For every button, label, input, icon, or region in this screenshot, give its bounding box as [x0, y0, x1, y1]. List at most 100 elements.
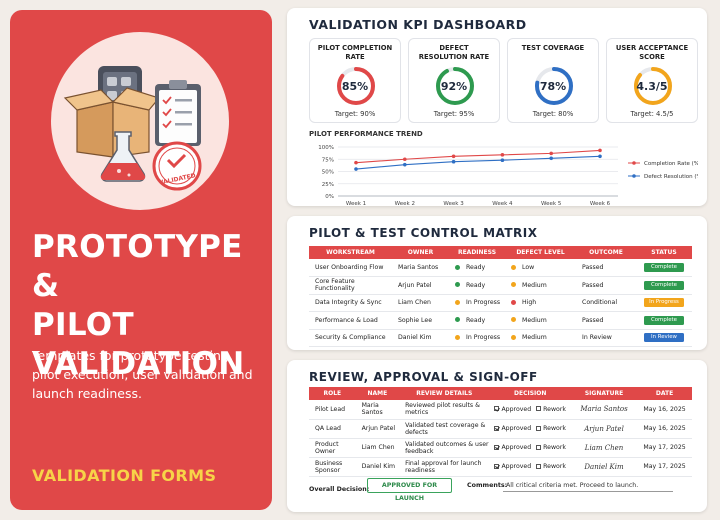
decision-cell: Approved Rework	[489, 457, 571, 477]
y-tick-label: 0%	[325, 194, 334, 200]
readiness-cell: Ready	[449, 259, 505, 277]
date-cell: May 17, 2025	[637, 457, 692, 477]
rework-option[interactable]: Rework	[536, 425, 566, 432]
data-point	[451, 159, 456, 164]
data-point	[549, 151, 553, 156]
table-row: Business Sponsor Daniel Kim Final approval…	[309, 457, 692, 477]
readiness-dot	[455, 282, 460, 288]
name-cell: Maria Santos	[355, 400, 400, 420]
trend-chart-title: PILOT PERFORMANCE TREND	[309, 130, 423, 138]
x-tick-label: Week 1	[346, 201, 366, 207]
status-badge: Complete	[644, 263, 684, 272]
readiness-label: In Progress	[466, 299, 501, 307]
approved-checkbox[interactable]	[494, 425, 500, 431]
flask-icon	[100, 131, 146, 182]
signoff-header-cell: ROLE	[309, 387, 356, 400]
owner-cell: Arjun Patel	[392, 276, 449, 295]
hero-footer-label: VALIDATION FORMS	[32, 466, 217, 485]
data-point	[403, 162, 407, 167]
hero-description: Templates for prototype testing, pilot e…	[32, 348, 253, 401]
data-point	[598, 148, 602, 153]
rework-option[interactable]: Rework	[536, 463, 566, 470]
data-point	[354, 160, 358, 165]
kpi-gauge-fill	[337, 67, 375, 105]
signoff-header-cell: REVIEW DETAILS	[399, 387, 490, 400]
defect-label: Low	[522, 264, 535, 271]
role-cell: Pilot Lead	[309, 400, 356, 420]
status-cell: Complete	[636, 311, 692, 330]
matrix-header-cell: READINESS	[449, 246, 505, 259]
data-point	[549, 156, 553, 161]
role-cell: QA Lead	[309, 419, 356, 439]
status-badge: In Review	[644, 333, 684, 343]
signature-cell: Arjun Patel	[570, 419, 638, 439]
validated-stamp-icon: VALIDATED	[152, 141, 202, 191]
owner-cell: Sophie Lee	[392, 311, 449, 330]
approved-option[interactable]: Approved	[494, 406, 531, 413]
rework-checkbox[interactable]	[536, 463, 542, 469]
rework-checkbox[interactable]	[536, 406, 542, 412]
data-point	[451, 154, 456, 159]
matrix-header-cell: OUTCOME	[576, 246, 636, 259]
readiness-label: In Progress	[466, 334, 501, 342]
kpi-gauge-fill	[436, 67, 474, 105]
table-row: Core Feature Functionality Arjun Patel Rea…	[309, 276, 692, 295]
series-line	[355, 149, 601, 164]
y-tick-label: 25%	[322, 182, 334, 188]
date-cell: May 16, 2025	[637, 419, 692, 439]
status-cell: Complete	[636, 276, 692, 295]
defect-dot	[511, 264, 516, 270]
readiness-cell: In Progress	[449, 329, 505, 347]
approved-checkbox[interactable]	[494, 463, 500, 469]
rework-checkbox[interactable]	[536, 444, 542, 450]
defect-level-cell: Low	[505, 259, 576, 277]
status-cell: In Review	[636, 329, 692, 347]
kpi-value: 85%	[341, 80, 369, 93]
trend-chart: 100% 75% 50% 25% 0% Week 1 Week 2 Week 3 Week 4 W…	[318, 145, 698, 207]
kpi-cards: PILOT COMPLETION RATE 85% Target: 90% DEFEC…	[309, 38, 698, 123]
x-tick-label: Week 6	[590, 201, 611, 207]
kpi-dashboard-title: VALIDATION KPI DASHBOARD	[309, 17, 527, 32]
readiness-cell: Ready	[449, 311, 505, 330]
legend-marker	[632, 161, 636, 165]
defect-level-cell: High	[505, 294, 576, 312]
hero-title-line-1: PROTOTYPE &	[32, 229, 243, 304]
rework-option[interactable]: Rework	[536, 444, 566, 451]
hero-panel: VALIDATED PROTOTYPE & PILOT VALIDATION T…	[10, 10, 272, 510]
status-cell: In Progress	[636, 294, 692, 312]
outcome-cell: Passed	[576, 311, 636, 330]
kpi-value: 4.3/5	[636, 80, 668, 93]
y-tick-label: 50%	[322, 170, 334, 176]
control-matrix-title: PILOT & TEST CONTROL MATRIX	[309, 226, 538, 240]
approved-option[interactable]: Approved	[494, 444, 531, 451]
rework-option[interactable]: Rework	[536, 406, 566, 413]
kpi-gauge-fill	[634, 67, 672, 105]
readiness-label: Ready	[466, 264, 486, 271]
defect-label: High	[522, 299, 537, 307]
matrix-header-cell: STATUS	[636, 246, 692, 259]
defect-dot	[511, 334, 516, 340]
approved-option[interactable]: Approved	[494, 425, 531, 432]
table-row: Product Owner Liam Chen Validated outcomes…	[309, 438, 692, 458]
defect-level-cell: Medium	[505, 276, 576, 295]
comments-underline	[503, 491, 673, 492]
kpi-target: Target: 95%	[433, 110, 475, 118]
owner-cell: Liam Chen	[392, 294, 449, 312]
approved-option[interactable]: Approved	[494, 463, 531, 470]
defect-dot	[511, 317, 516, 323]
rework-checkbox[interactable]	[536, 425, 542, 431]
readiness-cell: Ready	[449, 276, 505, 295]
readiness-cell: In Progress	[449, 294, 505, 312]
data-point	[500, 153, 505, 157]
approved-checkbox[interactable]	[494, 406, 500, 412]
kpi-label: TEST COVERAGE	[521, 44, 585, 52]
table-row: Security & Compliance Daniel Kim In Progre…	[309, 329, 692, 347]
name-cell: Liam Chen	[355, 438, 400, 458]
table-row: User Onboarding Flow Maria Santos Ready Low…	[309, 259, 692, 277]
matrix-header-cell: OWNER	[392, 246, 449, 259]
owner-cell: Daniel Kim	[392, 329, 449, 347]
kpi-gauge	[634, 67, 672, 105]
defect-dot	[511, 299, 516, 305]
approved-checkbox[interactable]	[494, 444, 500, 450]
comments-field[interactable]: All critical criteria met. Proceed to la…	[506, 482, 639, 489]
